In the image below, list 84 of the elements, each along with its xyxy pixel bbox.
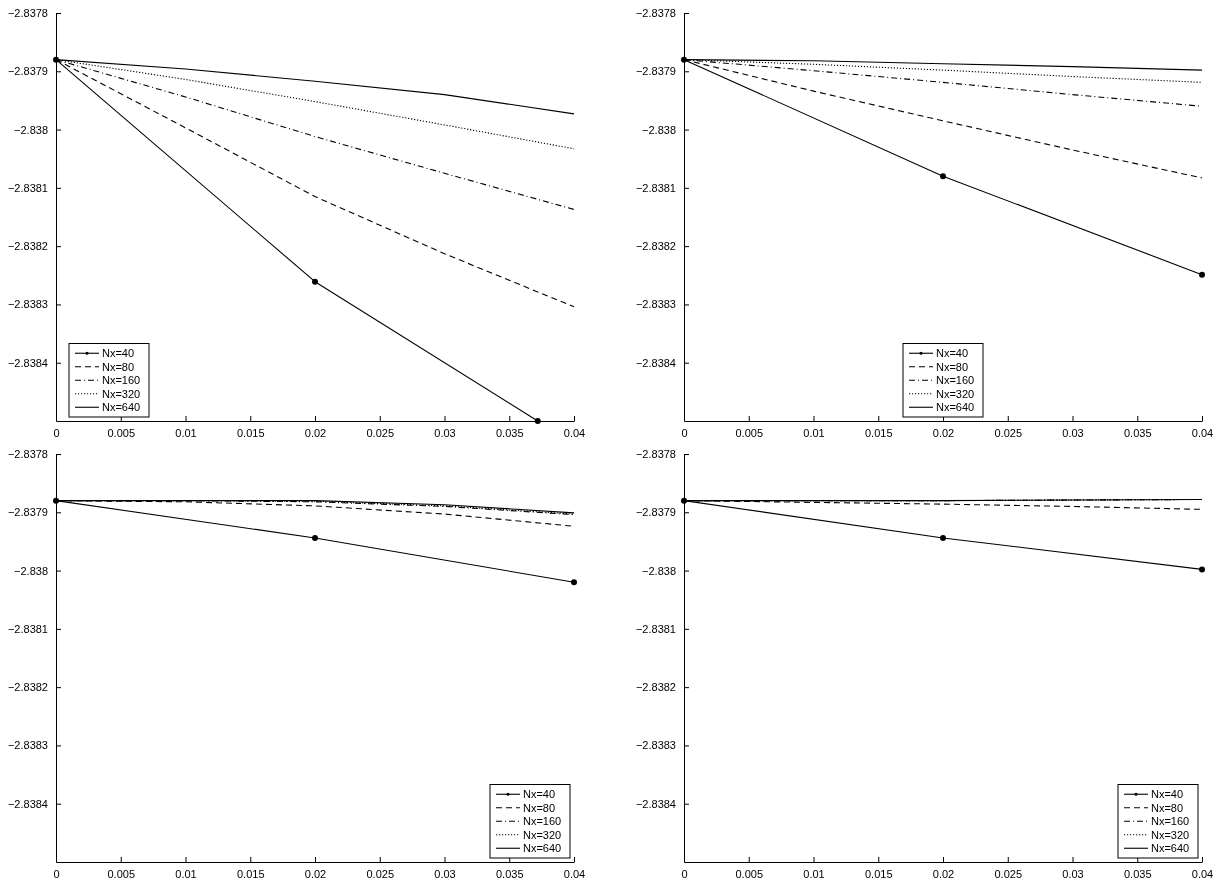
- legend-label: Nx=320: [1151, 828, 1190, 841]
- y-tick-label: −2.838: [642, 564, 676, 577]
- x-tick-label: 0.025: [366, 426, 395, 439]
- y-tick-label: −2.838: [14, 123, 48, 136]
- x-tick-label: 0.02: [932, 426, 955, 439]
- legend-label: Nx=320: [936, 387, 975, 400]
- x-tick-label: 0: [681, 426, 688, 439]
- y-tick-label: −2.8381: [635, 181, 676, 194]
- legend-label: Nx=160: [1151, 815, 1190, 828]
- x-tick-label: 0.025: [994, 867, 1023, 880]
- y-tick-label: −2.8384: [7, 797, 48, 810]
- y-tick-label: −2.8384: [635, 797, 676, 810]
- legend-label: Nx=640: [936, 401, 975, 414]
- y-tick-label: −2.8379: [635, 65, 676, 78]
- x-tick-label: 0.005: [107, 867, 136, 880]
- y-tick-label: −2.8378: [7, 7, 48, 20]
- legend-label: Nx=80: [936, 360, 969, 373]
- x-tick-label: 0.02: [304, 867, 327, 880]
- x-tick-label: 0.005: [735, 867, 764, 880]
- x-tick-label: 0.02: [932, 867, 955, 880]
- legend-label: Nx=80: [102, 360, 135, 373]
- legend-label: Nx=40: [523, 788, 556, 801]
- y-tick-label: −2.8381: [635, 622, 676, 635]
- x-tick-label: 0.01: [803, 867, 825, 880]
- x-tick-label: 0.01: [175, 867, 197, 880]
- y-tick-label: −2.8384: [635, 356, 676, 369]
- x-tick-label: 0.035: [495, 867, 524, 880]
- y-tick-label: −2.8378: [635, 7, 676, 20]
- legend-label: Nx=640: [1151, 842, 1190, 855]
- x-tick-label: 0.015: [236, 426, 265, 439]
- x-tick-label: 0.005: [735, 426, 764, 439]
- y-tick-label: −2.8379: [7, 65, 48, 78]
- legend-label: Nx=640: [102, 401, 141, 414]
- y-tick-label: −2.8382: [7, 240, 48, 253]
- y-tick-label: −2.8383: [635, 298, 676, 311]
- x-tick-label: 0.03: [434, 426, 456, 439]
- x-tick-label: 0.015: [236, 867, 265, 880]
- legend-label: Nx=40: [1151, 788, 1184, 801]
- legend-label: Nx=40: [936, 347, 969, 360]
- y-tick-label: −2.8379: [7, 506, 48, 519]
- x-tick-label: 0.04: [1191, 867, 1214, 880]
- legend-label: Nx=160: [102, 374, 141, 387]
- x-tick-label: 0.02: [304, 426, 327, 439]
- y-tick-label: −2.838: [642, 123, 676, 136]
- y-tick-label: −2.8382: [7, 681, 48, 694]
- x-tick-label: 0: [681, 867, 688, 880]
- x-tick-label: 0: [53, 867, 60, 880]
- x-tick-label: 0.01: [175, 426, 197, 439]
- x-tick-label: 0.005: [107, 426, 136, 439]
- legend-label: Nx=160: [523, 815, 562, 828]
- y-tick-label: −2.8383: [7, 739, 48, 752]
- y-tick-label: −2.8378: [635, 448, 676, 461]
- x-tick-label: 0.04: [563, 426, 586, 439]
- legend-label: Nx=80: [1151, 801, 1184, 814]
- y-tick-label: −2.8383: [7, 298, 48, 311]
- x-tick-label: 0.01: [803, 426, 825, 439]
- legend-label: Nx=640: [523, 842, 562, 855]
- x-tick-label: 0.025: [994, 426, 1023, 439]
- y-tick-label: −2.8378: [7, 448, 48, 461]
- legend-label: Nx=320: [523, 828, 562, 841]
- y-tick-label: −2.8382: [635, 240, 676, 253]
- x-tick-label: 0.015: [864, 867, 893, 880]
- x-tick-label: 0.03: [1062, 426, 1084, 439]
- x-tick-label: 0.04: [1191, 426, 1214, 439]
- legend-label: Nx=160: [936, 374, 975, 387]
- x-tick-label: 0.04: [563, 867, 586, 880]
- y-tick-label: −2.8383: [635, 739, 676, 752]
- y-tick-label: −2.8379: [635, 506, 676, 519]
- y-tick-label: −2.8381: [7, 622, 48, 635]
- legend-label: Nx=40: [102, 347, 135, 360]
- y-tick-label: −2.8382: [635, 681, 676, 694]
- legend-label: Nx=80: [523, 801, 556, 814]
- x-tick-label: 0: [53, 426, 60, 439]
- y-tick-label: −2.838: [14, 564, 48, 577]
- x-tick-label: 0.035: [1123, 867, 1152, 880]
- x-tick-label: 0.025: [366, 867, 395, 880]
- y-tick-label: −2.8381: [7, 181, 48, 194]
- x-tick-label: 0.03: [434, 867, 456, 880]
- x-tick-label: 0.035: [495, 426, 524, 439]
- x-tick-label: 0.035: [1123, 426, 1152, 439]
- x-tick-label: 0.03: [1062, 867, 1084, 880]
- legend-label: Nx=320: [102, 387, 141, 400]
- x-tick-label: 0.015: [864, 426, 893, 439]
- y-tick-label: −2.8384: [7, 356, 48, 369]
